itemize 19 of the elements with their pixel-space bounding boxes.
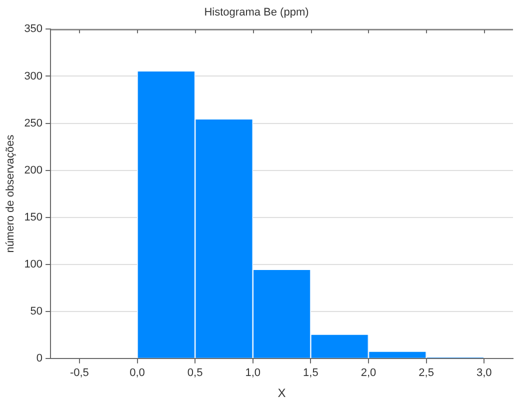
y-tick-label: 50 [30,305,43,318]
chart-title: Histograma Be (ppm) [204,6,309,19]
y-tick-label: 300 [24,70,43,82]
y-tick-label: 250 [24,117,43,130]
x-tick-label: 1,5 [303,367,318,380]
y-tick-label: 200 [24,164,43,176]
x-tick-label: 1,0 [245,367,261,380]
y-tick-label: 100 [24,258,43,270]
x-tick-label: -0,5 [70,367,89,380]
x-tick-label: 2,0 [360,367,376,380]
x-tick-label: 2,5 [418,367,434,380]
x-axis-title: X [278,386,286,400]
x-tick-label: 0,5 [187,367,203,380]
y-axis-title: número de observações [4,134,17,253]
y-tick-label: 350 [24,23,43,36]
x-tick-label: 0,0 [130,367,145,380]
y-tick-label: 150 [24,211,43,224]
y-tick-label: 0 [36,352,43,364]
x-tick-label: 3,0 [476,367,492,380]
